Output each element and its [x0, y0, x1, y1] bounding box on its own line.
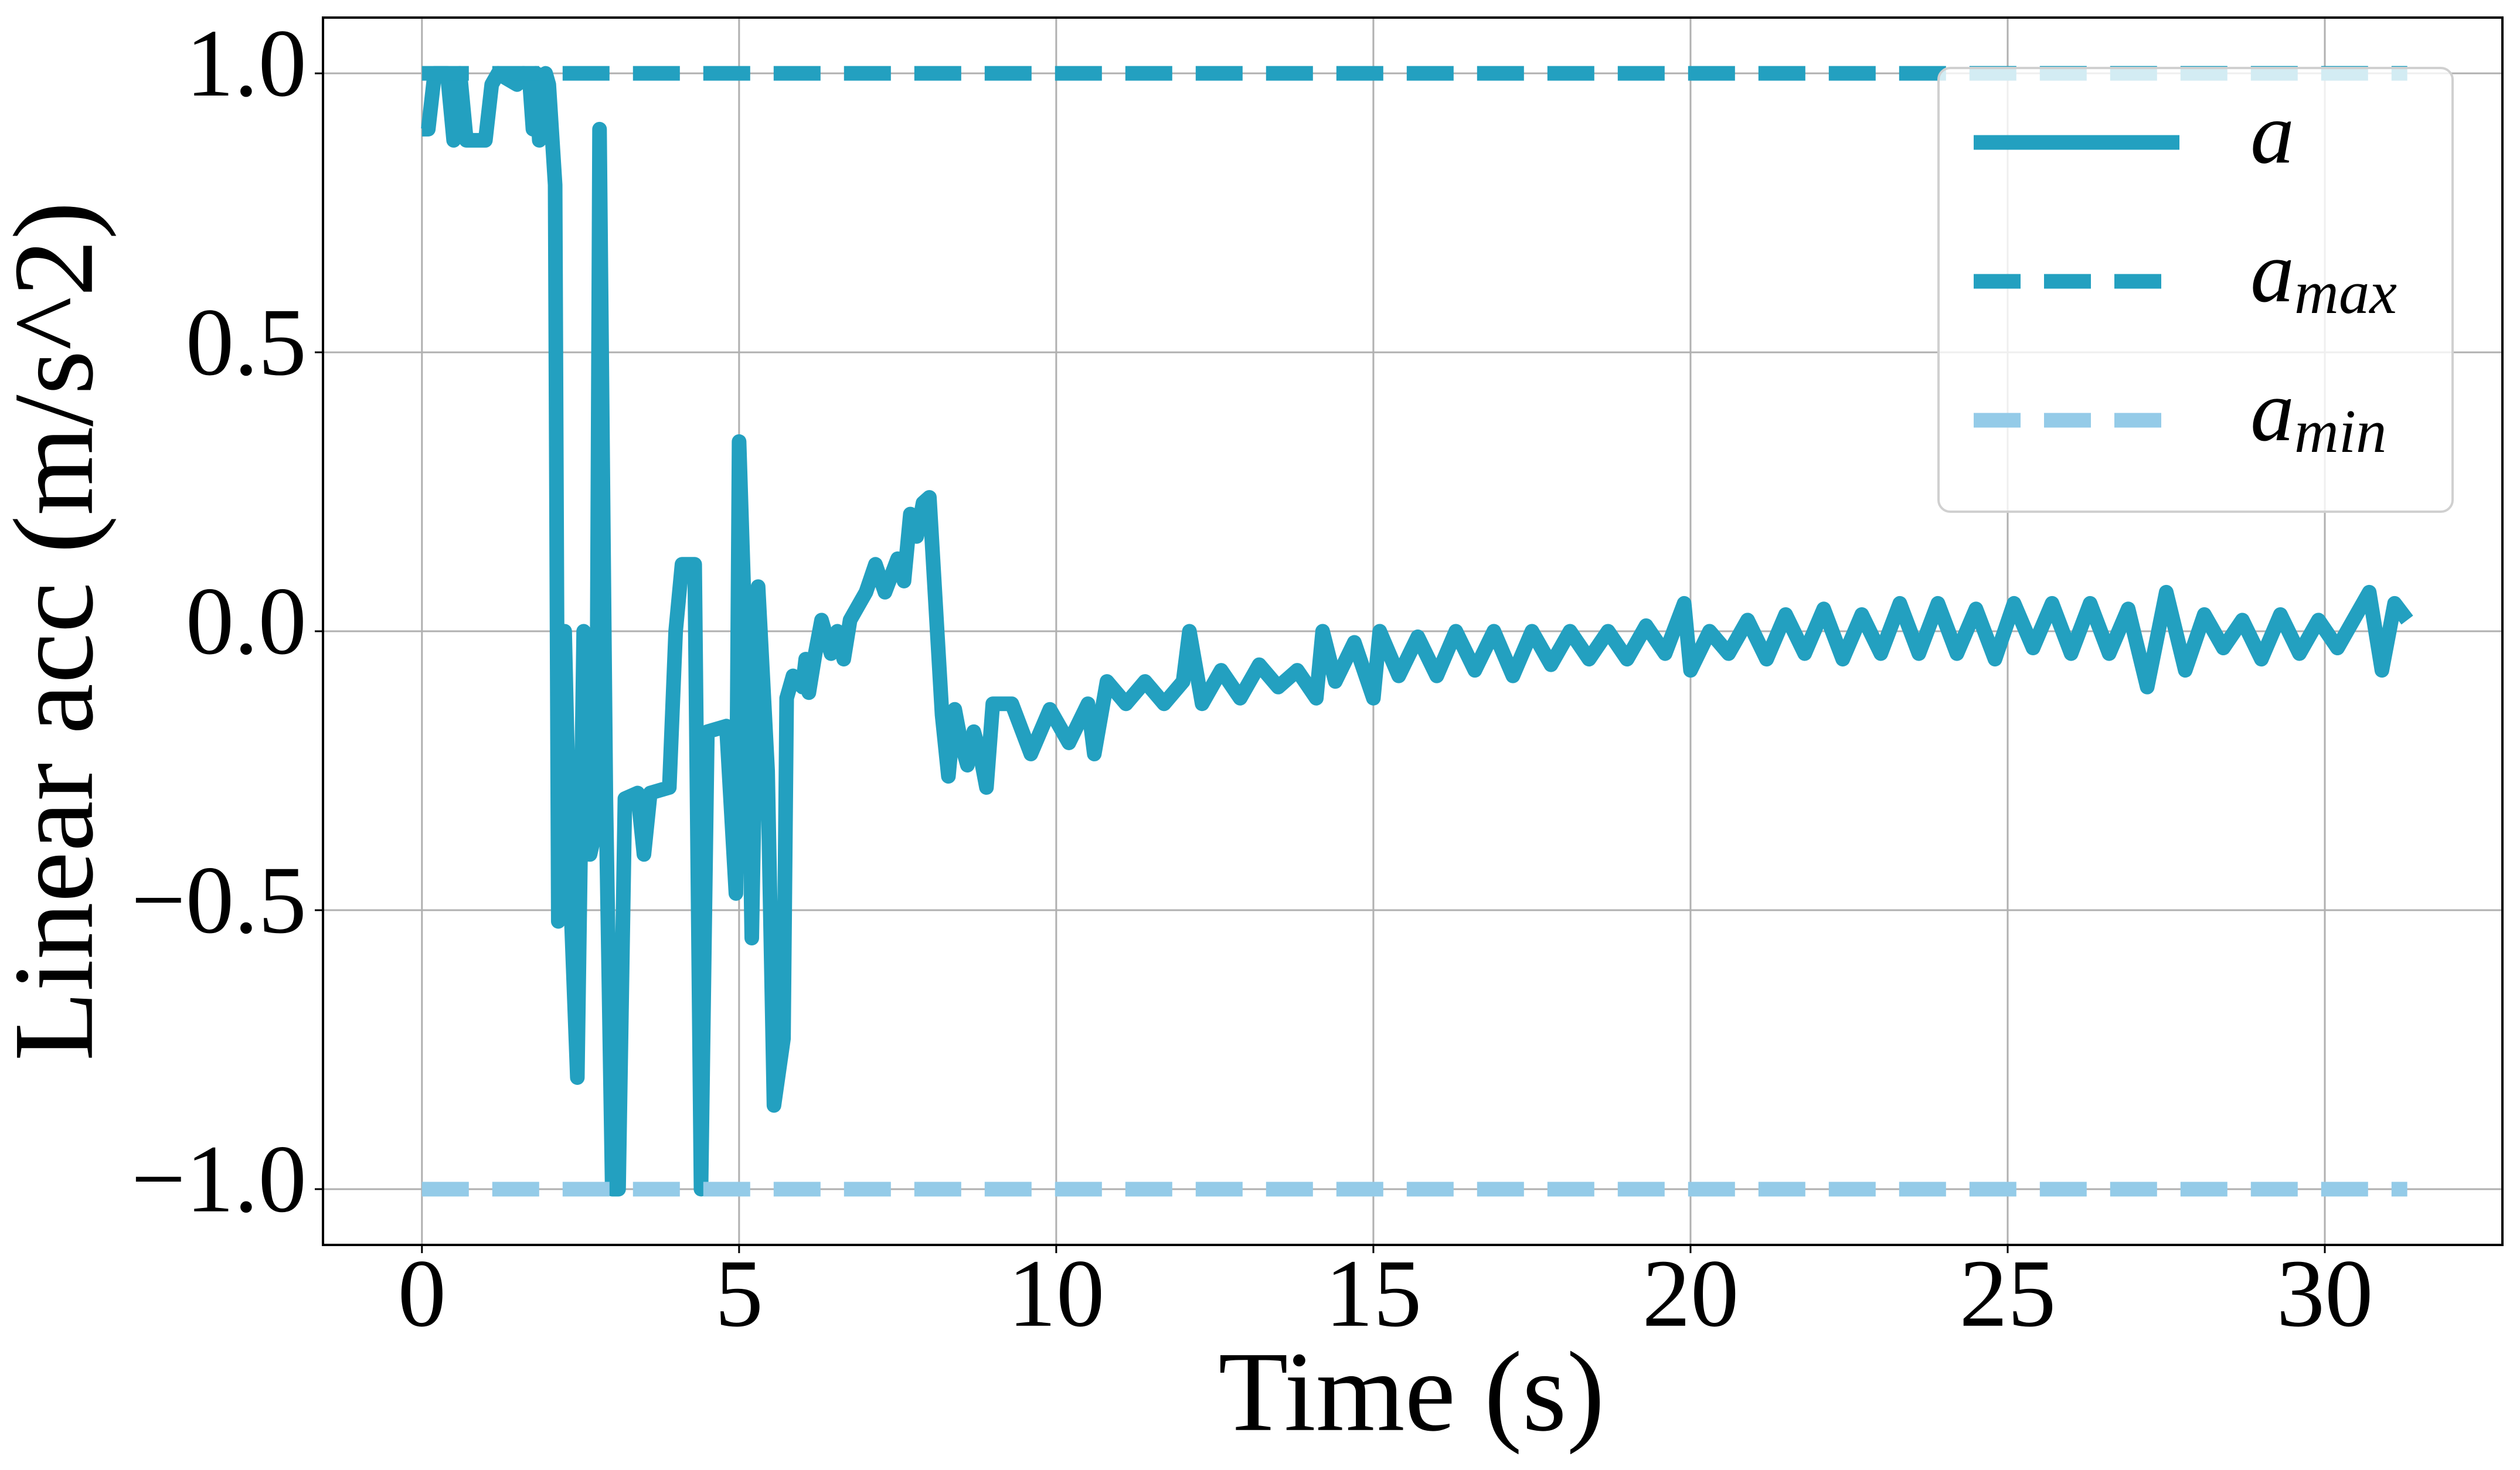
x-axis-label: Time (s) [1218, 1329, 1604, 1455]
x-tick-label: 20 [1642, 1240, 1739, 1347]
x-tick-label: 10 [1008, 1240, 1104, 1347]
y-tick-label: −0.5 [131, 846, 307, 954]
legend-label: amax [2250, 223, 2397, 326]
y-tick-label: −1.0 [131, 1125, 307, 1233]
x-tick-label: 0 [398, 1240, 447, 1347]
x-tick-label: 15 [1325, 1240, 1421, 1347]
legend: a amax amin [1937, 67, 2454, 513]
x-tick-label: 30 [2277, 1240, 2373, 1347]
y-tick-label: 1.0 [186, 9, 307, 117]
x-tick-label: 25 [1959, 1240, 2056, 1347]
data-line [421, 66, 2413, 1197]
legend-box [1937, 67, 2454, 513]
y-tick-label: 0.0 [186, 567, 307, 675]
y-tick-label: 0.5 [186, 288, 307, 396]
x-tick-label: 5 [715, 1240, 764, 1347]
legend-label: amin [2250, 362, 2387, 465]
legend-label: a [2250, 84, 2294, 182]
ticks: 0 5 10 15 20 25 30 −1.0 −0.5 0.0 0.5 1.0 [131, 9, 2373, 1347]
y-axis-label: Linear acc (m/s^2) [0, 202, 117, 1061]
